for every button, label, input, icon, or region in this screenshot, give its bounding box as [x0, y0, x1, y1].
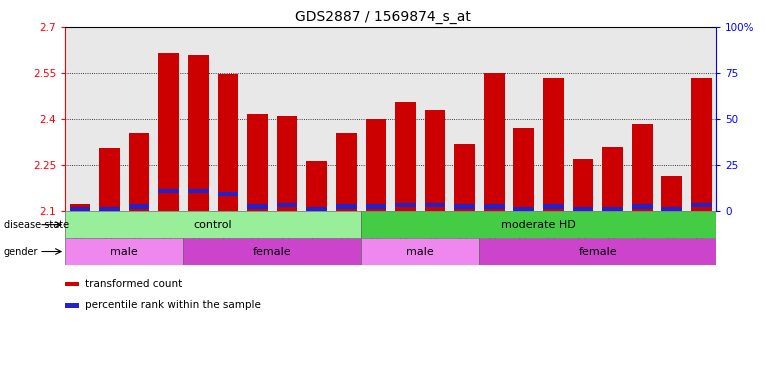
Bar [99, 148, 119, 211]
Bar [543, 78, 564, 211]
Bar [513, 128, 534, 211]
Bar [65, 238, 184, 265]
Bar [218, 74, 238, 211]
Bar [424, 110, 445, 211]
Bar [65, 211, 361, 238]
Bar [159, 53, 179, 211]
Bar [361, 238, 480, 265]
Bar [395, 102, 416, 211]
Text: transformed count: transformed count [85, 279, 182, 289]
Bar [184, 238, 361, 265]
Bar [129, 204, 149, 209]
Bar [306, 161, 327, 211]
Bar [336, 204, 357, 209]
Text: gender: gender [4, 247, 38, 257]
Bar [662, 176, 683, 211]
Bar [336, 133, 357, 211]
Text: female: female [253, 247, 292, 257]
Bar [691, 203, 712, 207]
Bar [543, 204, 564, 209]
Bar [573, 159, 594, 211]
Bar [188, 55, 208, 211]
Bar [454, 144, 475, 211]
Bar [70, 207, 90, 211]
Bar [573, 207, 594, 211]
Bar [691, 78, 712, 211]
Bar [247, 114, 268, 211]
Text: percentile rank within the sample: percentile rank within the sample [85, 300, 261, 310]
Bar [480, 238, 716, 265]
Bar [632, 204, 653, 209]
Bar [454, 204, 475, 209]
Bar [484, 204, 505, 209]
Bar [395, 203, 416, 207]
Text: control: control [194, 220, 232, 230]
Bar [99, 207, 119, 211]
Bar [365, 119, 386, 211]
Bar [306, 207, 327, 211]
Bar [513, 207, 534, 211]
Bar [188, 189, 208, 194]
Bar [602, 207, 623, 211]
Bar [247, 204, 268, 209]
Text: GDS2887 / 1569874_s_at: GDS2887 / 1569874_s_at [295, 10, 471, 23]
Text: male: male [407, 247, 434, 257]
Bar [484, 73, 505, 211]
Bar [361, 211, 716, 238]
Bar [632, 124, 653, 211]
Bar [277, 116, 297, 211]
Text: male: male [110, 247, 138, 257]
Bar [70, 204, 90, 211]
Bar [602, 147, 623, 211]
Text: disease state: disease state [4, 220, 69, 230]
Bar [662, 207, 683, 211]
Bar [277, 203, 297, 207]
Bar [159, 189, 179, 194]
Bar [365, 204, 386, 209]
Bar [129, 133, 149, 211]
Text: female: female [578, 247, 617, 257]
Text: moderate HD: moderate HD [501, 220, 576, 230]
Bar [218, 192, 238, 197]
Bar [424, 203, 445, 207]
